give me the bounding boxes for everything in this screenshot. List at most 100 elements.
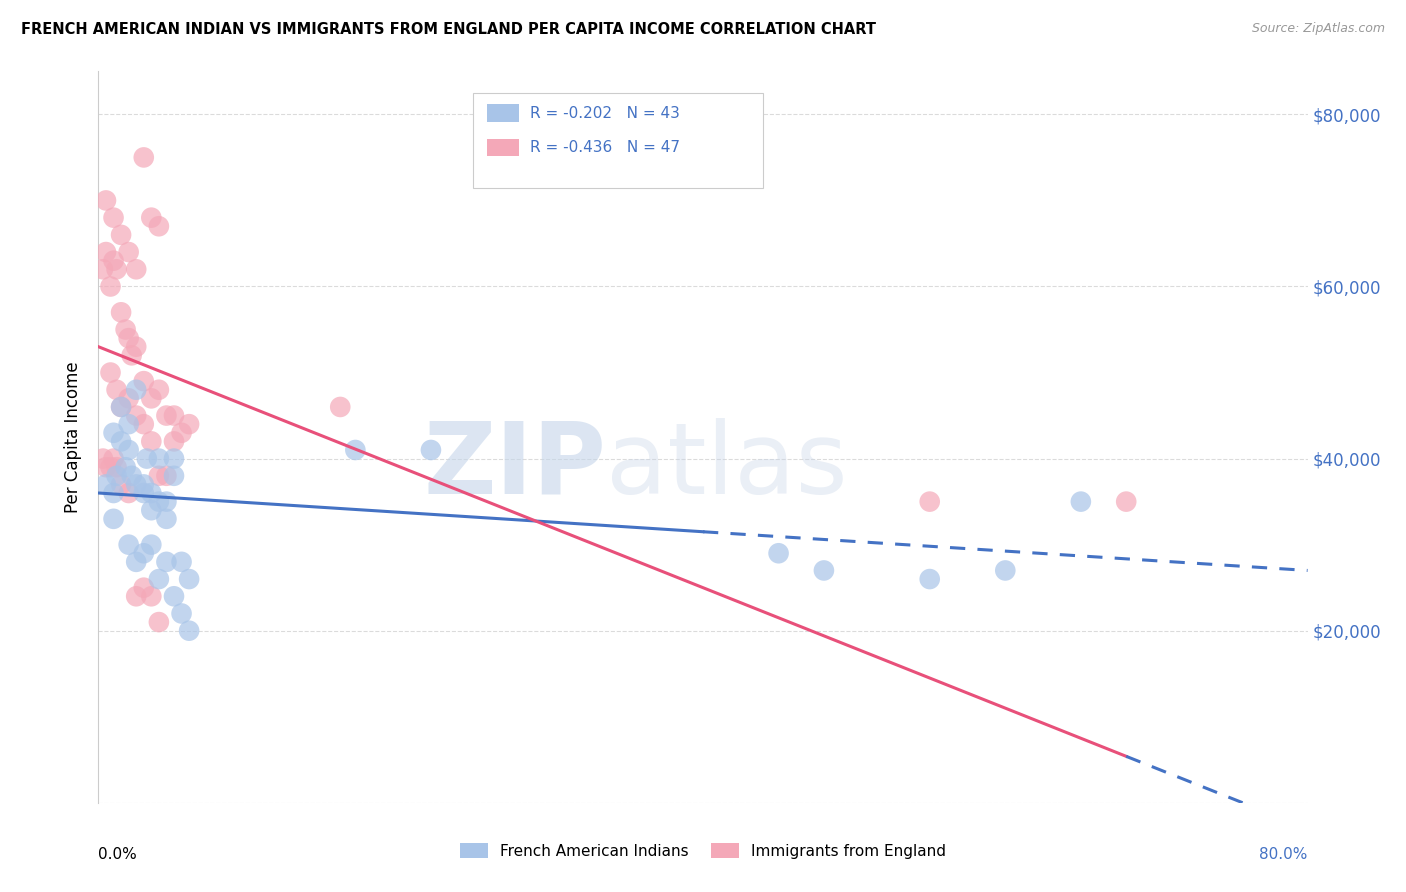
- Point: [329, 400, 352, 414]
- Point: [121, 468, 143, 483]
- Point: [110, 400, 132, 414]
- Point: [100, 279, 122, 293]
- Point: [125, 340, 148, 354]
- Point: [132, 477, 155, 491]
- Point: [918, 494, 941, 508]
- Point: [155, 468, 177, 483]
- Point: [141, 434, 163, 449]
- Point: [114, 460, 136, 475]
- FancyBboxPatch shape: [474, 94, 763, 188]
- Point: [148, 572, 170, 586]
- Point: [91, 262, 114, 277]
- Point: [135, 451, 157, 466]
- Point: [125, 555, 148, 569]
- Point: [179, 572, 201, 586]
- Point: [179, 624, 201, 638]
- Point: [170, 607, 193, 621]
- Point: [125, 262, 148, 277]
- Point: [110, 305, 132, 319]
- Point: [105, 383, 128, 397]
- Point: [114, 322, 136, 336]
- Text: Source: ZipAtlas.com: Source: ZipAtlas.com: [1251, 22, 1385, 36]
- Point: [155, 409, 177, 423]
- Point: [141, 392, 163, 406]
- Point: [94, 194, 117, 208]
- Point: [918, 572, 941, 586]
- Point: [105, 468, 128, 483]
- FancyBboxPatch shape: [486, 104, 519, 122]
- Point: [118, 538, 141, 552]
- Text: atlas: atlas: [606, 417, 848, 515]
- Point: [163, 434, 186, 449]
- Text: 0.0%: 0.0%: [98, 847, 138, 862]
- Point: [1115, 494, 1137, 508]
- Point: [163, 451, 186, 466]
- Point: [103, 211, 125, 225]
- Point: [148, 468, 170, 483]
- Point: [994, 564, 1017, 578]
- Point: [141, 589, 163, 603]
- Y-axis label: Per Capita Income: Per Capita Income: [65, 361, 83, 513]
- Point: [125, 589, 148, 603]
- Point: [125, 383, 148, 397]
- Text: FRENCH AMERICAN INDIAN VS IMMIGRANTS FROM ENGLAND PER CAPITA INCOME CORRELATION : FRENCH AMERICAN INDIAN VS IMMIGRANTS FRO…: [21, 22, 876, 37]
- Point: [118, 245, 141, 260]
- Point: [103, 451, 125, 466]
- Point: [148, 615, 170, 629]
- Point: [105, 262, 128, 277]
- Point: [132, 581, 155, 595]
- Point: [148, 383, 170, 397]
- Point: [118, 331, 141, 345]
- Point: [179, 417, 201, 432]
- Point: [344, 442, 367, 457]
- Point: [103, 425, 125, 440]
- Point: [110, 227, 132, 242]
- Point: [148, 494, 170, 508]
- Text: R = -0.202   N = 43: R = -0.202 N = 43: [530, 105, 681, 120]
- Point: [170, 555, 193, 569]
- Point: [94, 477, 117, 491]
- Point: [141, 538, 163, 552]
- Point: [100, 460, 122, 475]
- Point: [118, 417, 141, 432]
- Point: [768, 546, 790, 560]
- Point: [125, 477, 148, 491]
- Text: ZIP: ZIP: [423, 417, 606, 515]
- Point: [100, 366, 122, 380]
- Point: [94, 460, 117, 475]
- Point: [813, 564, 835, 578]
- Point: [110, 477, 132, 491]
- Point: [141, 211, 163, 225]
- Point: [148, 451, 170, 466]
- Point: [163, 468, 186, 483]
- Point: [1070, 494, 1092, 508]
- Point: [163, 409, 186, 423]
- Point: [148, 219, 170, 234]
- Point: [94, 245, 117, 260]
- Point: [103, 486, 125, 500]
- Point: [91, 451, 114, 466]
- Point: [141, 486, 163, 500]
- Point: [132, 417, 155, 432]
- Point: [125, 409, 148, 423]
- Point: [110, 434, 132, 449]
- Point: [420, 442, 443, 457]
- Point: [155, 494, 177, 508]
- Point: [141, 503, 163, 517]
- Point: [105, 460, 128, 475]
- Point: [155, 512, 177, 526]
- Point: [132, 374, 155, 388]
- Point: [121, 348, 143, 362]
- Point: [118, 392, 141, 406]
- Point: [118, 442, 141, 457]
- Point: [118, 486, 141, 500]
- Point: [132, 150, 155, 164]
- Point: [163, 589, 186, 603]
- Point: [103, 253, 125, 268]
- Text: R = -0.436   N = 47: R = -0.436 N = 47: [530, 140, 681, 155]
- Point: [170, 425, 193, 440]
- Point: [103, 512, 125, 526]
- FancyBboxPatch shape: [486, 138, 519, 156]
- Text: 80.0%: 80.0%: [1260, 847, 1308, 862]
- Point: [155, 555, 177, 569]
